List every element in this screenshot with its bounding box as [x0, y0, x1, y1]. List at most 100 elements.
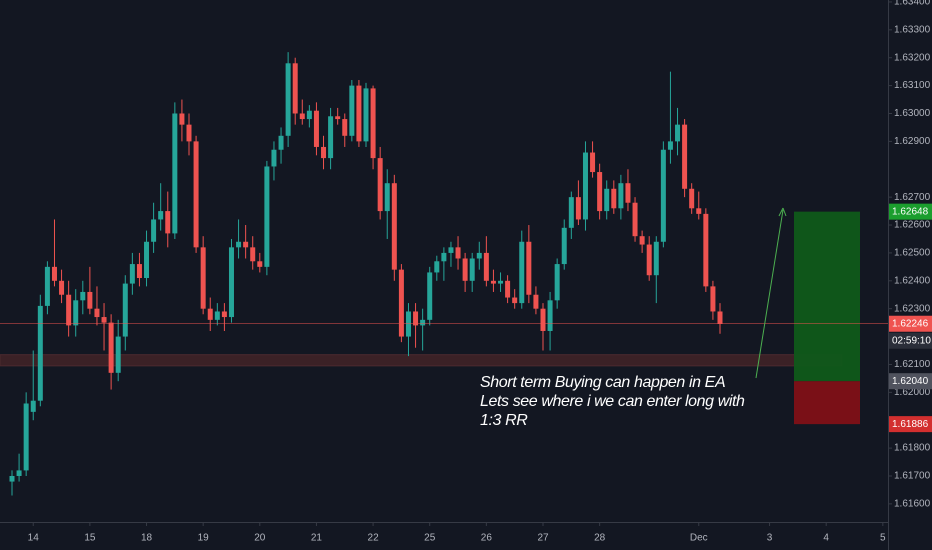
candle-body: [73, 300, 79, 326]
candle-body: [469, 258, 475, 281]
candle-body: [604, 188, 610, 212]
candle-body: [363, 88, 369, 142]
candle-body: [66, 294, 72, 326]
stop-tag-label: 1.61886: [892, 419, 929, 430]
target-tag-label: 1.62648: [892, 206, 929, 217]
candle-body: [158, 211, 164, 220]
candle-body: [16, 470, 22, 476]
candle-body: [342, 119, 348, 136]
y-tick-label: 1.61700: [894, 471, 931, 482]
candle-body: [221, 311, 227, 318]
annotation-line: Short term Buying can happen in EA: [480, 374, 725, 391]
candle-body: [505, 280, 511, 298]
candle-body: [200, 247, 206, 309]
candle-body: [533, 294, 539, 309]
candle-body: [568, 197, 574, 228]
candle-body: [703, 213, 709, 287]
candle-body: [540, 308, 546, 331]
candle-body: [264, 166, 270, 267]
candle-body: [476, 252, 482, 259]
x-tick-label: 26: [481, 533, 493, 544]
x-tick-label: 14: [28, 533, 40, 544]
candle-body: [165, 211, 171, 234]
candle-body: [122, 283, 128, 337]
x-tick-label: 27: [537, 533, 549, 544]
y-tick-label: 1.62400: [894, 275, 931, 286]
candle-body: [129, 264, 135, 284]
x-tick-label: 28: [594, 533, 606, 544]
candle-body: [313, 110, 319, 147]
y-tick-label: 1.62600: [894, 220, 931, 231]
candle-body: [101, 317, 107, 323]
candle-body: [653, 241, 659, 276]
candle-body: [172, 113, 178, 234]
arrow-head: [778, 207, 787, 217]
y-tick-label: 1.62700: [894, 192, 931, 203]
candle-body: [214, 311, 220, 320]
entry-tag-label: 1.62040: [892, 376, 929, 387]
candle-body: [151, 219, 157, 242]
annotation-line: Lets see where i we can enter long with: [480, 393, 745, 410]
last-price-tag: [889, 315, 932, 332]
last-price-tag-label: 1.62246: [892, 318, 929, 329]
x-tick-label: 21: [311, 533, 323, 544]
candle-body: [144, 241, 150, 279]
candle-body: [675, 124, 681, 142]
candle-body: [547, 300, 553, 331]
candle-body: [30, 400, 36, 412]
candle-body: [115, 336, 121, 373]
candle-body: [667, 141, 673, 150]
position-loss: [794, 381, 860, 425]
candle-body: [582, 152, 588, 220]
y-tick-label: 1.62500: [894, 248, 931, 259]
candle-body: [108, 322, 114, 373]
y-tick-label: 1.63200: [894, 52, 931, 63]
x-tick-label: 3: [767, 533, 773, 544]
annotation-line: 1:3 RR: [480, 412, 528, 429]
candle-body: [59, 280, 65, 295]
candle-body: [328, 116, 334, 159]
candle-body: [384, 183, 390, 212]
countdown-bg: [889, 332, 932, 349]
candle-body: [80, 291, 86, 301]
plot-area: [0, 52, 888, 496]
candle-body: [349, 85, 355, 136]
candle-body: [377, 158, 383, 212]
candle-body: [23, 403, 29, 471]
y-tick-label: 1.62300: [894, 303, 931, 314]
candle-body: [136, 264, 142, 279]
candle-body: [618, 183, 624, 209]
candle-body: [271, 149, 277, 167]
stop-tag: [889, 416, 932, 433]
candle-body: [228, 247, 234, 318]
candle-body: [420, 319, 426, 326]
x-tick-label: 15: [84, 533, 96, 544]
candle-body: [632, 202, 638, 237]
candle-body: [193, 141, 199, 248]
candle-body: [44, 266, 50, 306]
candle-body: [9, 475, 15, 482]
candle-body: [483, 252, 489, 281]
candle-body: [236, 241, 242, 248]
candle-body: [710, 286, 716, 312]
x-tick-label: 20: [254, 533, 266, 544]
candle-body: [356, 85, 362, 142]
candle-body: [625, 183, 631, 203]
y-tick-label: 1.63100: [894, 80, 931, 91]
candle-body: [455, 247, 461, 259]
candle-body: [413, 311, 419, 326]
y-tick-label: 1.63300: [894, 24, 931, 35]
candle-body: [512, 297, 518, 304]
candle-body: [87, 291, 93, 309]
candle-body: [639, 236, 645, 245]
y-tick-label: 1.62000: [894, 387, 931, 398]
candle-body: [561, 227, 567, 265]
x-tick-label: 22: [368, 533, 380, 544]
candle-body: [306, 110, 312, 120]
arrow-line: [755, 209, 784, 379]
candle-body: [299, 113, 305, 120]
x-tick-label: 19: [198, 533, 210, 544]
y-tick-label: 1.62100: [894, 359, 931, 370]
candle-body: [448, 247, 454, 253]
x-tick-label: 25: [424, 533, 436, 544]
